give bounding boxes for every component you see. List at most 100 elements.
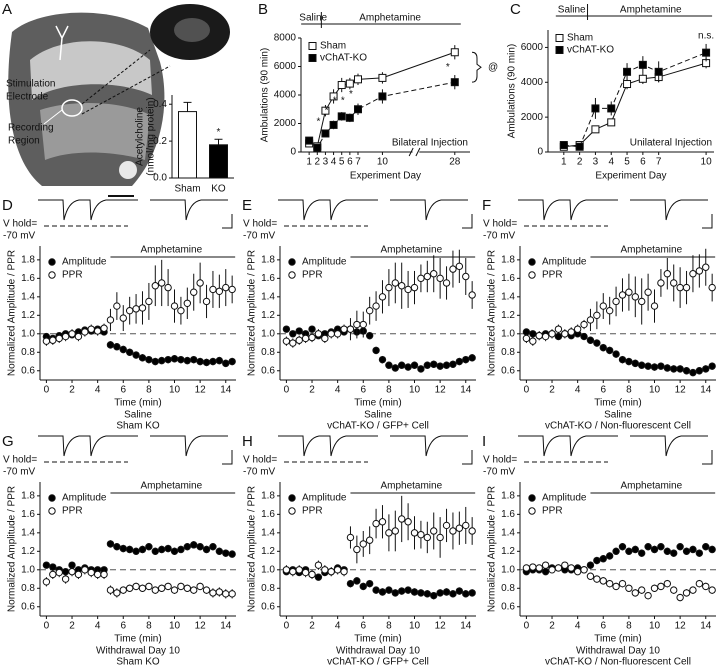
point bbox=[132, 305, 140, 313]
legend-swatch bbox=[288, 507, 296, 515]
point bbox=[190, 586, 198, 594]
y-tick-label: 1.8 bbox=[501, 255, 515, 266]
x-tick-label: 14 bbox=[460, 385, 472, 396]
significance: * bbox=[446, 62, 450, 73]
x-tick-label: 4 bbox=[608, 157, 614, 168]
x-tick-label: 2 bbox=[69, 385, 75, 396]
point bbox=[430, 591, 438, 600]
point bbox=[49, 570, 57, 579]
point bbox=[333, 330, 342, 338]
x-tick-label: 0 bbox=[44, 385, 50, 396]
category-label: Sham bbox=[174, 184, 200, 195]
phase-label: Amphetamine bbox=[620, 481, 682, 492]
point bbox=[708, 545, 716, 554]
point bbox=[423, 590, 432, 598]
point bbox=[359, 540, 367, 548]
point bbox=[450, 78, 459, 87]
point bbox=[119, 345, 127, 354]
point bbox=[215, 588, 224, 596]
phase-label: Amphetamine bbox=[359, 13, 421, 24]
point bbox=[196, 582, 204, 591]
point bbox=[346, 579, 355, 588]
point bbox=[605, 552, 614, 560]
legend-label: Amplitude bbox=[62, 493, 107, 504]
significance: n.s. bbox=[698, 31, 714, 42]
point bbox=[586, 316, 595, 324]
point bbox=[644, 542, 652, 551]
y-axis-label: Normalized Amplitude / PPR bbox=[487, 250, 498, 376]
point bbox=[55, 334, 63, 343]
y-axis-label: Normalized Amplitude / PPR bbox=[247, 486, 258, 612]
point bbox=[157, 584, 166, 592]
y-axis-label: Normalized Amplitude / PPR bbox=[487, 486, 498, 612]
point bbox=[295, 566, 303, 574]
legend-label: PPR bbox=[302, 270, 323, 281]
point bbox=[93, 570, 102, 579]
recording-pointer bbox=[43, 109, 63, 125]
point bbox=[417, 274, 425, 283]
x-tick-label: 8 bbox=[626, 385, 632, 396]
y-tick-label: 1.4 bbox=[501, 527, 515, 538]
y-tick-label: 1.0 bbox=[261, 328, 275, 339]
point bbox=[631, 545, 639, 554]
point bbox=[612, 547, 620, 556]
point bbox=[119, 314, 127, 322]
point bbox=[618, 579, 627, 588]
point bbox=[670, 365, 678, 373]
point bbox=[599, 302, 607, 310]
x-tick-label: 10 bbox=[409, 385, 421, 396]
point bbox=[327, 330, 335, 338]
x-tick-label: 10 bbox=[409, 621, 421, 632]
x-tick-label: 12 bbox=[195, 621, 207, 632]
legend-label: vChAT-KO bbox=[567, 45, 614, 56]
point bbox=[295, 336, 303, 344]
point bbox=[132, 582, 140, 591]
point bbox=[353, 320, 361, 329]
point bbox=[215, 547, 224, 556]
point bbox=[410, 283, 419, 292]
point bbox=[404, 363, 412, 371]
ephys-trace bbox=[518, 199, 618, 221]
point bbox=[68, 567, 76, 576]
point bbox=[586, 572, 595, 580]
y-tick-label: 2000 bbox=[274, 118, 297, 129]
point bbox=[345, 79, 354, 88]
point bbox=[106, 586, 115, 594]
point bbox=[93, 327, 102, 335]
point bbox=[100, 324, 108, 332]
legend-swatch bbox=[308, 42, 317, 50]
point bbox=[702, 542, 710, 551]
y-tick-label: 1.2 bbox=[21, 546, 35, 557]
legend-swatch bbox=[528, 258, 536, 266]
legend-label: Amplitude bbox=[302, 257, 347, 268]
x-tick-label: 14 bbox=[220, 385, 232, 396]
point bbox=[340, 325, 348, 333]
point bbox=[663, 270, 672, 278]
legend-label: PPR bbox=[302, 506, 323, 517]
point bbox=[164, 355, 172, 364]
point bbox=[119, 586, 127, 594]
significance: * bbox=[316, 117, 320, 128]
point bbox=[329, 120, 338, 129]
x-tick-label: 14 bbox=[220, 621, 232, 632]
point bbox=[385, 529, 393, 537]
y-tick-label: 1.2 bbox=[261, 546, 275, 557]
phase-label: Saline bbox=[299, 13, 327, 24]
point bbox=[222, 549, 230, 557]
point bbox=[612, 350, 620, 358]
holding-label: -70 mV bbox=[3, 467, 36, 478]
point bbox=[222, 359, 230, 368]
x-tick-label: 8 bbox=[146, 385, 152, 396]
legend-label: Amplitude bbox=[62, 257, 107, 268]
point bbox=[61, 332, 70, 341]
point bbox=[612, 582, 620, 591]
point bbox=[708, 362, 716, 370]
legend-swatch bbox=[48, 507, 56, 515]
x-tick-label: 12 bbox=[435, 385, 447, 396]
point bbox=[682, 367, 691, 375]
y-tick-label: 0.6 bbox=[261, 365, 275, 376]
point bbox=[450, 48, 459, 57]
y-tick-label: 1.2 bbox=[501, 546, 515, 557]
point bbox=[702, 582, 710, 591]
point bbox=[676, 593, 684, 602]
